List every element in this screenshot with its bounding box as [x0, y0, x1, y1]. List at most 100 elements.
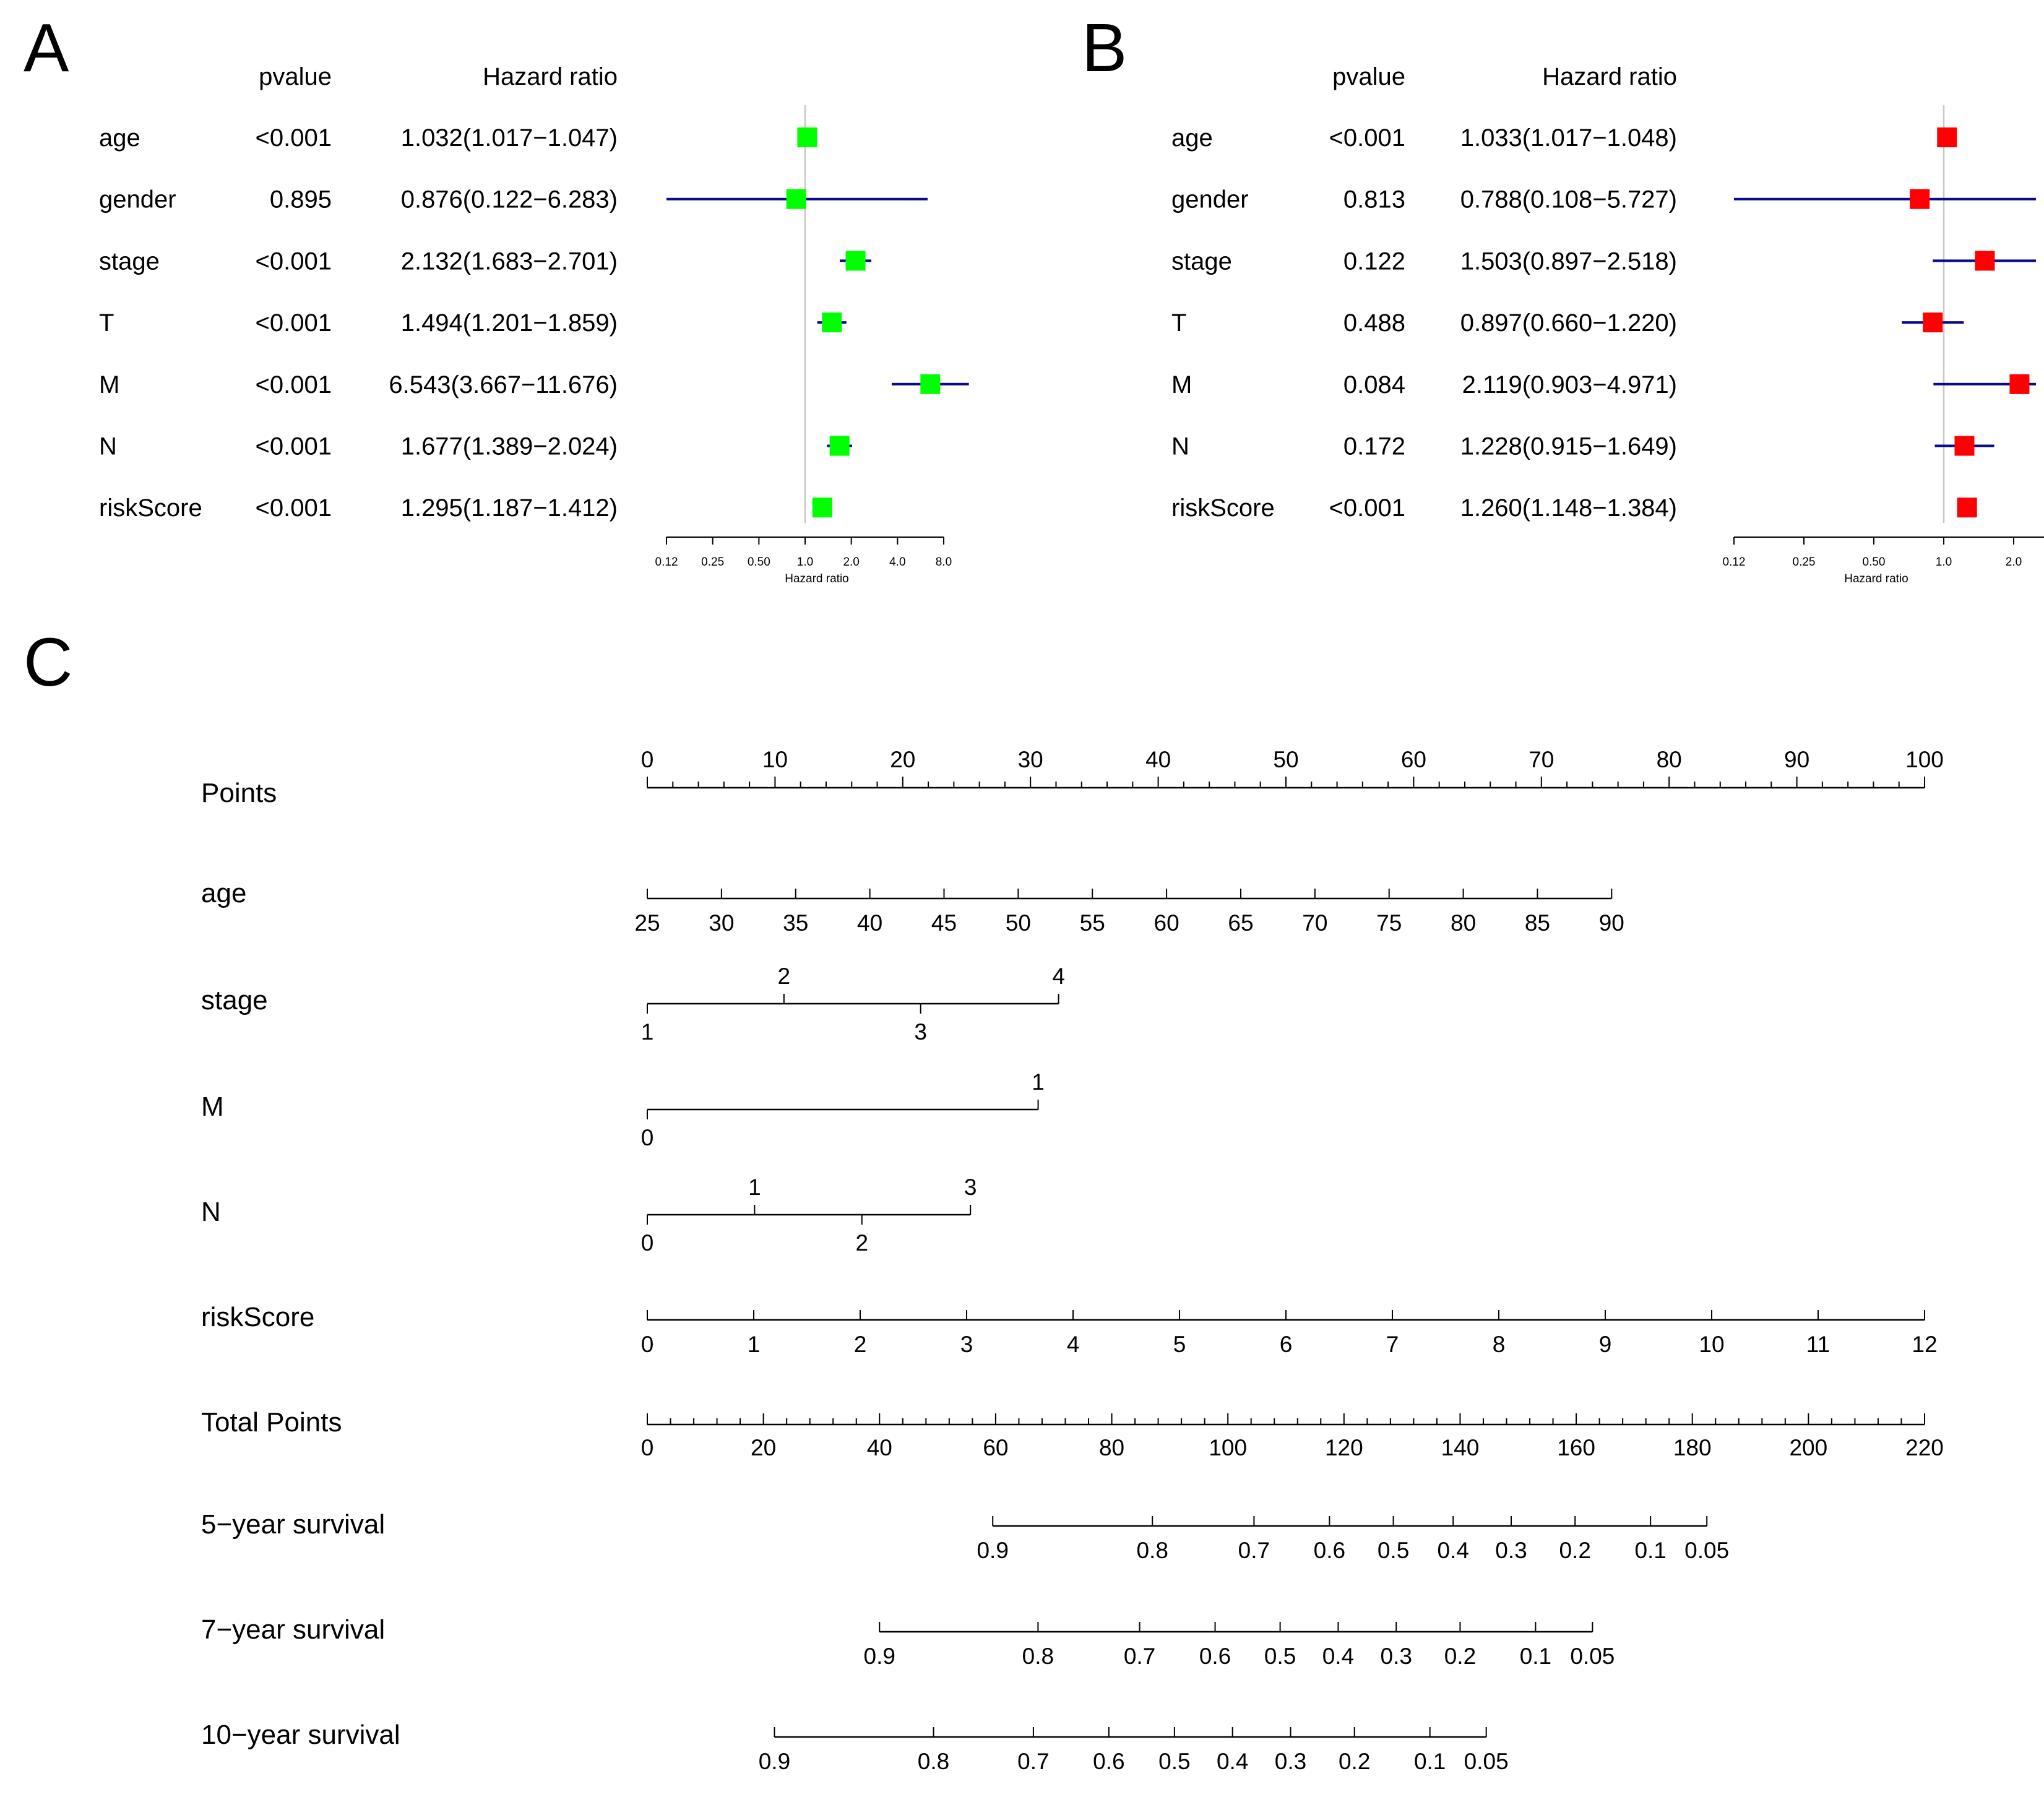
nomogram-tick-label: 0.3 — [1381, 1644, 1412, 1669]
row-hazard-ratio: 1.503(0.897−2.518) — [1460, 248, 1677, 275]
nomogram-tick-label: 60 — [1154, 910, 1179, 936]
row-pvalue: 0.895 — [270, 186, 332, 213]
nomogram-tick-label: 7 — [1386, 1332, 1399, 1357]
nomogram-tick-label: 0.5 — [1378, 1538, 1409, 1563]
nomogram-tick-label: 60 — [1401, 747, 1426, 772]
row-pvalue: 0.813 — [1343, 186, 1405, 213]
nomogram-tick-label: 40 — [857, 910, 882, 936]
nomogram-tick-label: 0 — [641, 747, 654, 772]
nomogram-tick-label: 2 — [855, 1230, 868, 1256]
nomogram-tick-label: 6 — [1280, 1332, 1293, 1357]
nomogram-row-label: M — [201, 1092, 224, 1122]
nomogram-tick-label: 0.8 — [1136, 1538, 1168, 1563]
nomogram-tick-label: 160 — [1557, 1435, 1595, 1460]
row-label: age — [99, 124, 140, 152]
nomogram-tick-label: 40 — [867, 1435, 892, 1460]
nomogram-tick-label: 140 — [1441, 1435, 1480, 1460]
nomogram-tick-label: 30 — [709, 910, 734, 936]
row-pvalue: <0.001 — [256, 124, 332, 152]
nomogram-tick-label: 220 — [1905, 1435, 1944, 1460]
panel-letter-a: A — [24, 10, 69, 86]
nomogram-tick-label: 2 — [778, 963, 791, 989]
hr-marker — [829, 436, 850, 456]
nomogram-tick-label: 0.3 — [1495, 1538, 1527, 1563]
nomogram-tick-label: 0.05 — [1464, 1749, 1509, 1774]
nomogram-tick-label: 0 — [641, 1125, 654, 1150]
hr-marker — [822, 312, 842, 333]
nomogram-tick-label: 30 — [1018, 747, 1043, 772]
x-tick-label: 0.50 — [1863, 556, 1886, 569]
nomogram-tick-label: 45 — [931, 910, 957, 936]
nomogram-tick-label: 180 — [1673, 1435, 1712, 1460]
row-label: M — [99, 371, 119, 399]
panel-letter-b: B — [1082, 10, 1127, 86]
nomogram-tick-label: 12 — [1912, 1332, 1937, 1357]
nomogram-tick-label: 0.7 — [1238, 1538, 1270, 1563]
nomogram-tick-label: 0.3 — [1275, 1749, 1306, 1774]
nomogram-tick-label: 0.6 — [1093, 1749, 1124, 1774]
hr-marker — [786, 189, 806, 209]
row-pvalue: <0.001 — [256, 371, 332, 399]
row-hazard-ratio: 1.260(1.148−1.384) — [1460, 494, 1677, 522]
nomogram-tick-label: 0.5 — [1264, 1644, 1296, 1669]
nomogram-tick-label: 0.05 — [1684, 1538, 1729, 1563]
nomogram-tick-label: 80 — [1451, 910, 1476, 936]
row-hazard-ratio: 1.494(1.201−1.859) — [401, 309, 618, 337]
nomogram-row-label: 10−year survival — [201, 1720, 400, 1750]
nomogram-tick-label: 3 — [964, 1174, 977, 1200]
nomogram-tick-label: 0.2 — [1559, 1538, 1590, 1563]
nomogram-tick-label: 0.1 — [1414, 1749, 1446, 1774]
row-hazard-ratio: 2.132(1.683−2.701) — [401, 248, 618, 275]
nomogram-row-label: stage — [201, 985, 268, 1015]
row-label: M — [1171, 371, 1192, 399]
hr-marker — [2009, 374, 2030, 394]
nomogram-row-label: Points — [201, 778, 277, 808]
nomogram-tick-label: 0.2 — [1339, 1749, 1370, 1774]
nomogram-tick-label: 0.7 — [1017, 1749, 1049, 1774]
pvalue-header-b: pvalue — [1332, 63, 1405, 90]
row-pvalue: 0.084 — [1343, 371, 1405, 399]
row-pvalue: <0.001 — [256, 433, 332, 460]
nomogram-tick-label: 0.5 — [1158, 1749, 1190, 1774]
row-pvalue: 0.172 — [1343, 433, 1405, 460]
nomogram-tick-label: 5 — [1173, 1332, 1186, 1357]
nomogram-tick-label: 2 — [854, 1332, 867, 1357]
pvalue-header-a: pvalue — [259, 63, 332, 90]
nomogram-tick-label: 50 — [1006, 910, 1031, 936]
nomogram-row-label: riskScore — [201, 1302, 314, 1332]
nomogram-row-label: Total Points — [201, 1407, 342, 1437]
x-tick-label: 1.0 — [797, 556, 813, 569]
x-tick-label: 0.25 — [1793, 556, 1816, 569]
row-pvalue: 0.122 — [1343, 248, 1405, 275]
row-hazard-ratio: 0.897(0.660−1.220) — [1460, 309, 1677, 337]
nomogram-tick-label: 8 — [1493, 1332, 1506, 1357]
nomogram-tick-label: 80 — [1099, 1435, 1124, 1460]
nomogram-row-label: 7−year survival — [201, 1614, 385, 1645]
nomogram-row-label: N — [201, 1197, 221, 1227]
hr-marker — [1957, 498, 1977, 518]
nomogram-tick-label: 0.1 — [1520, 1644, 1551, 1669]
nomogram-tick-label: 1 — [748, 1174, 761, 1200]
nomogram-tick-label: 10 — [1699, 1332, 1724, 1357]
nomogram-tick-label: 1 — [641, 1019, 654, 1045]
hr-marker — [845, 251, 866, 271]
nomogram-tick-label: 65 — [1228, 910, 1253, 936]
nomogram-tick-label: 0.9 — [864, 1644, 895, 1669]
nomogram-tick-label: 4 — [1052, 963, 1065, 989]
nomogram-tick-label: 35 — [783, 910, 808, 936]
nomogram-tick-label: 0.6 — [1199, 1644, 1231, 1669]
nomogram-tick-label: 0 — [641, 1435, 654, 1460]
nomogram-tick-label: 70 — [1529, 747, 1554, 772]
nomogram-tick-label: 0.4 — [1322, 1644, 1354, 1669]
nomogram-tick-label: 10 — [762, 747, 788, 772]
row-label: age — [1171, 124, 1213, 152]
row-hazard-ratio: 0.788(0.108−5.727) — [1460, 186, 1677, 213]
forest-plot-b: B pvalue Hazard ratio age <0.001 1.033(1.0… — [1082, 10, 2044, 585]
hr-marker — [1910, 189, 1930, 209]
nomogram-row-label: 5−year survival — [201, 1509, 385, 1540]
nomogram-tick-label: 0.8 — [1022, 1644, 1054, 1669]
x-tick-label: 0.25 — [701, 556, 724, 569]
row-pvalue: <0.001 — [1329, 494, 1405, 522]
